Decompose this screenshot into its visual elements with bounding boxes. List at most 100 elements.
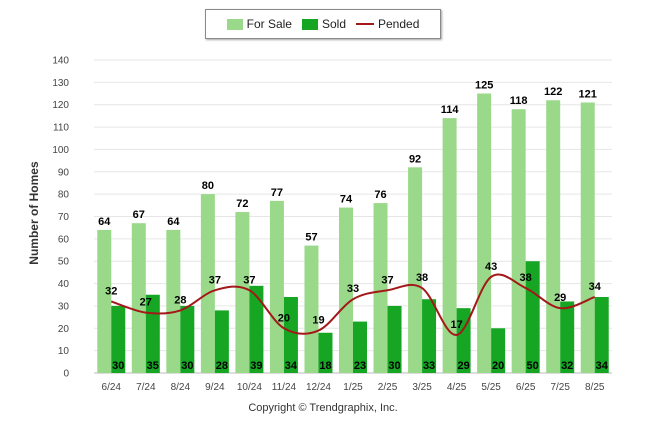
for-sale-label: 80 <box>202 180 214 192</box>
y-tick-label: 10 <box>58 346 70 357</box>
sold-label: 18 <box>319 360 331 372</box>
for-sale-bar <box>442 118 457 373</box>
x-tick-label: 7/25 <box>550 382 570 393</box>
for-sale-label: 76 <box>374 189 386 201</box>
for-sale-bar <box>269 200 284 373</box>
pended-label: 17 <box>450 319 462 331</box>
legend-label-pended: Pended <box>378 17 420 31</box>
sold-label: 32 <box>561 360 573 372</box>
for-sale-bar <box>97 229 112 373</box>
y-tick-label: 70 <box>58 212 70 223</box>
for-sale-bar <box>339 207 353 373</box>
y-tick-labels: 0 10 20 30 40 50 60 70 80 90 100 110 120 130 140 <box>52 56 69 380</box>
sold-label: 50 <box>527 360 539 372</box>
for-sale-label: 64 <box>167 216 180 228</box>
x-tick-label: 7/24 <box>136 382 156 393</box>
x-tick-label: 6/25 <box>516 382 536 393</box>
sold-bar <box>214 310 229 373</box>
y-tick-label: 0 <box>63 369 69 380</box>
data-labels: 64 30 67 35 64 30 80 28 72 39 77 34 57 18 74 23 76 30 92 33… <box>98 80 609 372</box>
y-axis-label: Number of Homes <box>27 161 41 265</box>
pended-label: 28 <box>174 294 186 306</box>
for-sale-label: 118 <box>510 95 528 107</box>
y-tick-label: 40 <box>58 279 70 290</box>
legend-item-for-sale[interactable]: For Sale <box>226 17 292 31</box>
for-sale-label: 122 <box>544 86 562 98</box>
y-tick-label: 60 <box>58 234 70 245</box>
for-sale-label: 72 <box>236 198 248 210</box>
pended-swatch <box>356 23 374 25</box>
for-sale-label: 125 <box>475 80 493 92</box>
pended-label: 38 <box>520 272 532 284</box>
for-sale-label: 74 <box>340 194 353 206</box>
pended-label: 33 <box>347 283 359 295</box>
sold-label: 33 <box>423 360 435 372</box>
sold-label: 29 <box>457 360 469 372</box>
pended-label: 19 <box>312 315 324 327</box>
pended-label: 37 <box>209 274 221 286</box>
sold-bar <box>594 296 609 373</box>
sold-label: 35 <box>147 360 159 372</box>
for-sale-bar <box>546 100 561 373</box>
pended-label: 34 <box>589 281 602 293</box>
for-sale-bar <box>304 245 319 373</box>
for-sale-label: 64 <box>98 216 111 228</box>
for-sale-label: 121 <box>579 88 597 100</box>
sold-bar <box>249 285 264 373</box>
for-sale-label: 92 <box>409 153 421 165</box>
sold-label: 23 <box>354 360 366 372</box>
legend: For Sale Sold Pended <box>205 9 441 39</box>
legend-item-sold[interactable]: Sold <box>301 17 346 31</box>
y-tick-label: 140 <box>52 56 69 67</box>
x-tick-label: 2/25 <box>378 382 398 393</box>
sold-label: 30 <box>181 360 193 372</box>
pended-label: 37 <box>243 274 255 286</box>
y-tick-label: 130 <box>52 78 69 89</box>
for-sale-label: 67 <box>133 209 145 221</box>
x-tick-label: 3/25 <box>412 382 432 393</box>
for-sale-bar <box>408 167 423 373</box>
legend-item-pended[interactable]: Pended <box>356 17 419 31</box>
for-sale-bar <box>200 194 215 373</box>
pended-line <box>110 273 596 336</box>
sold-label: 28 <box>216 360 228 372</box>
y-tick-label: 20 <box>58 324 70 335</box>
for-sale-bar <box>580 102 595 373</box>
x-tick-label: 6/24 <box>102 382 122 393</box>
for-sale-label: 114 <box>441 104 460 116</box>
pended-label: 32 <box>105 285 117 297</box>
x-tick-labels: 6/24 7/24 8/24 9/24 10/24 11/24 12/24 1/25 2/25 3… <box>102 382 605 393</box>
y-tick-label: 30 <box>58 301 70 312</box>
y-tick-label: 120 <box>52 100 69 111</box>
for-sale-swatch <box>226 18 243 30</box>
y-tick-label: 100 <box>52 145 69 156</box>
pended-label: 43 <box>485 261 497 273</box>
sold-bar <box>111 305 126 373</box>
sold-label: 30 <box>388 360 400 372</box>
sold-bar <box>491 328 506 373</box>
pended-label: 29 <box>554 292 566 304</box>
x-tick-label: 8/25 <box>585 382 605 393</box>
sold-swatch <box>301 18 318 30</box>
for-sale-bar <box>477 93 492 374</box>
x-tick-label: 11/24 <box>272 382 297 393</box>
for-sale-bar <box>131 223 146 373</box>
sold-bar <box>422 299 437 373</box>
y-tick-label: 90 <box>58 167 70 178</box>
pended-label: 20 <box>278 312 290 324</box>
sold-label: 34 <box>596 360 609 372</box>
sold-bar <box>560 301 575 373</box>
legend-label-for-sale: For Sale <box>246 17 292 31</box>
sold-label: 39 <box>250 360 262 372</box>
pended-line-group <box>110 273 596 336</box>
sold-label: 20 <box>492 360 504 372</box>
sold-label: 34 <box>285 360 298 372</box>
legend-label-sold: Sold <box>321 17 346 31</box>
for-sale-label: 57 <box>305 232 317 244</box>
sold-bar <box>353 321 367 373</box>
for-sale-bar <box>166 229 181 373</box>
sold-bar <box>387 305 402 373</box>
sold-bar <box>180 305 195 373</box>
for-sale-bar <box>511 109 526 373</box>
